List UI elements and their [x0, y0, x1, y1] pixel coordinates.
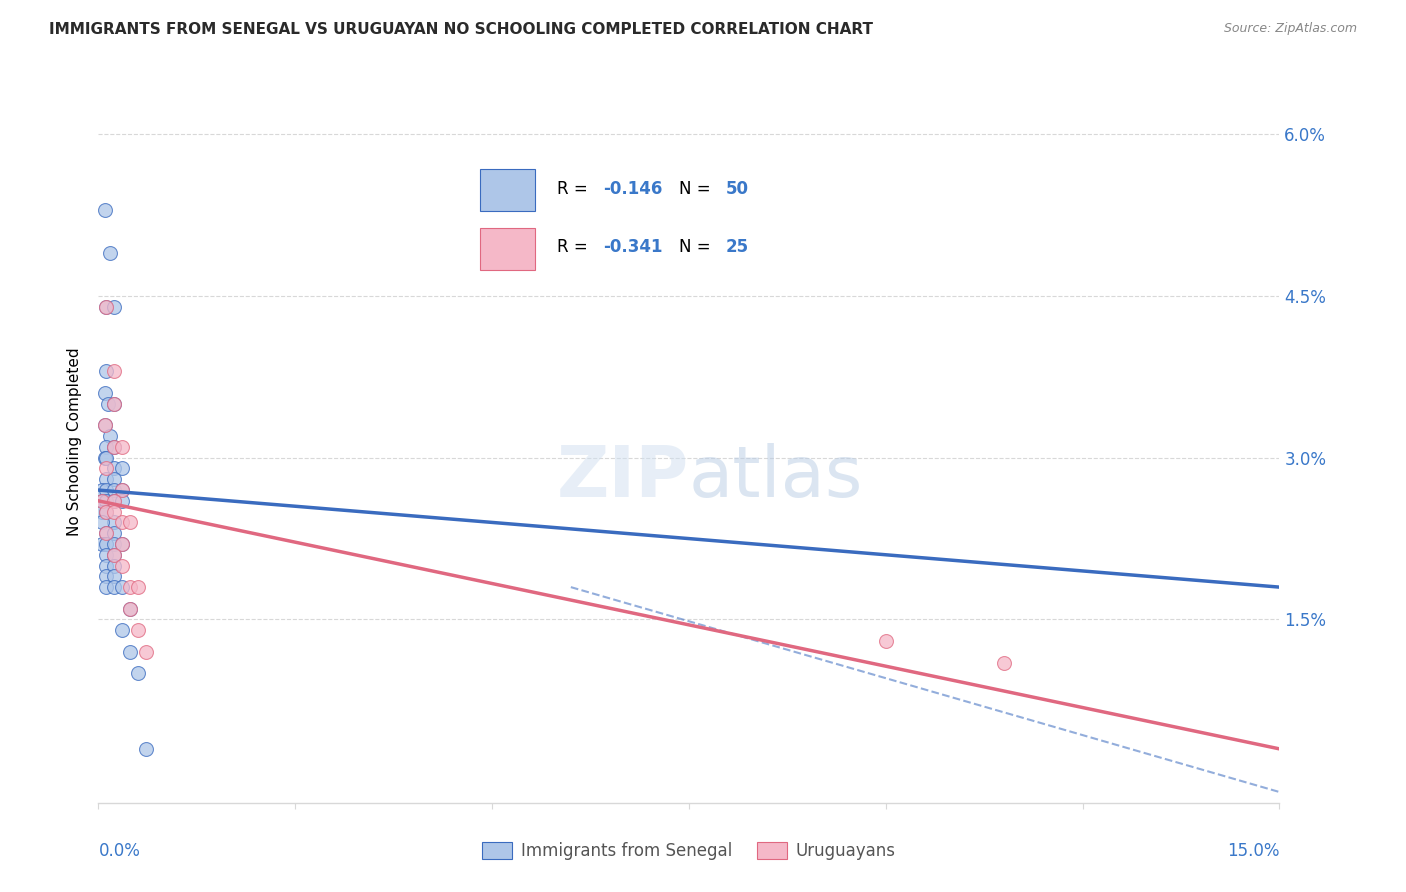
- Point: [103, 558, 125, 573]
- Text: 0.0%: 0.0%: [98, 842, 141, 860]
- Point: [96, 558, 118, 573]
- Point: [96, 472, 118, 486]
- Point: [97, 397, 120, 411]
- Point: [103, 472, 125, 486]
- Point: [111, 624, 134, 638]
- Point: [103, 505, 125, 519]
- Point: [93, 202, 115, 217]
- Text: IMMIGRANTS FROM SENEGAL VS URUGUAYAN NO SCHOOLING COMPLETED CORRELATION CHART: IMMIGRANTS FROM SENEGAL VS URUGUAYAN NO …: [49, 22, 873, 37]
- Point: [103, 493, 125, 508]
- Point: [103, 493, 125, 508]
- Point: [96, 300, 118, 314]
- Point: [91, 516, 114, 530]
- Point: [96, 548, 118, 562]
- Point: [111, 483, 134, 497]
- Point: [96, 450, 118, 465]
- Point: [91, 537, 114, 551]
- Point: [103, 548, 125, 562]
- Point: [135, 742, 157, 756]
- Text: ZIP: ZIP: [557, 443, 689, 512]
- Point: [103, 300, 125, 314]
- Point: [96, 537, 118, 551]
- Legend: Immigrants from Senegal, Uruguayans: Immigrants from Senegal, Uruguayans: [475, 835, 903, 867]
- Point: [98, 245, 121, 260]
- Point: [96, 505, 118, 519]
- Text: Source: ZipAtlas.com: Source: ZipAtlas.com: [1223, 22, 1357, 36]
- Point: [118, 601, 141, 615]
- Point: [127, 580, 149, 594]
- Point: [875, 634, 897, 648]
- Point: [93, 450, 115, 465]
- Point: [103, 397, 125, 411]
- Point: [118, 645, 141, 659]
- Point: [93, 418, 115, 433]
- Point: [98, 429, 121, 443]
- Point: [103, 440, 125, 454]
- Point: [96, 440, 118, 454]
- Point: [91, 493, 114, 508]
- Point: [96, 526, 118, 541]
- Point: [103, 440, 125, 454]
- Point: [103, 364, 125, 378]
- Point: [93, 386, 115, 401]
- Point: [96, 526, 118, 541]
- Point: [96, 505, 118, 519]
- Point: [111, 516, 134, 530]
- Point: [103, 580, 125, 594]
- Point: [111, 493, 134, 508]
- Point: [135, 645, 157, 659]
- Y-axis label: No Schooling Completed: No Schooling Completed: [66, 347, 82, 536]
- Point: [96, 364, 118, 378]
- Text: 15.0%: 15.0%: [1227, 842, 1279, 860]
- Point: [118, 601, 141, 615]
- Point: [91, 483, 114, 497]
- Point: [111, 558, 134, 573]
- Point: [103, 569, 125, 583]
- Point: [96, 300, 118, 314]
- Point: [111, 483, 134, 497]
- Point: [103, 483, 125, 497]
- Point: [103, 516, 125, 530]
- Point: [93, 418, 115, 433]
- Point: [103, 461, 125, 475]
- Point: [91, 505, 114, 519]
- Point: [118, 580, 141, 594]
- Point: [111, 537, 134, 551]
- Point: [96, 569, 118, 583]
- Point: [111, 440, 134, 454]
- Point: [118, 516, 141, 530]
- Point: [111, 580, 134, 594]
- Point: [103, 526, 125, 541]
- Point: [96, 461, 118, 475]
- Point: [993, 656, 1015, 670]
- Point: [96, 580, 118, 594]
- Point: [127, 666, 149, 681]
- Point: [96, 483, 118, 497]
- Point: [127, 624, 149, 638]
- Point: [111, 537, 134, 551]
- Point: [111, 461, 134, 475]
- Point: [91, 493, 114, 508]
- Point: [103, 537, 125, 551]
- Text: atlas: atlas: [689, 443, 863, 512]
- Point: [96, 493, 118, 508]
- Point: [103, 548, 125, 562]
- Point: [103, 397, 125, 411]
